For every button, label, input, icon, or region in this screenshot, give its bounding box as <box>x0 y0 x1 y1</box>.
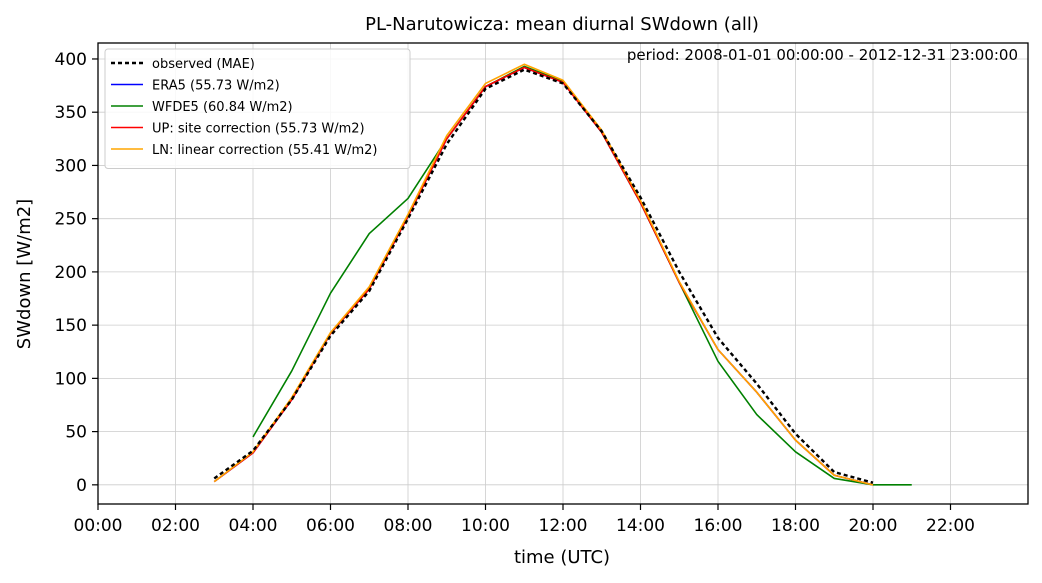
series-lines <box>213 63 912 486</box>
y-tick-label: 250 <box>55 210 87 230</box>
x-tick-label: 22:00 <box>926 516 975 536</box>
y-axis-label: SWdown [W/m2] <box>14 199 35 349</box>
axis-ticks: 00:00 02:00 04:00 06:00 08:00 10:00 12:00 14:00… <box>55 50 975 536</box>
x-tick-label: 14:00 <box>616 516 665 536</box>
x-axis-label: time (UTC) <box>514 547 610 568</box>
y-tick-label: 0 <box>76 476 87 496</box>
x-tick-label: 00:00 <box>74 516 123 536</box>
y-tick-label: 300 <box>55 156 87 176</box>
x-tick-label: 16:00 <box>694 516 743 536</box>
x-tick-label: 02:00 <box>151 516 200 536</box>
x-tick-label: 06:00 <box>306 516 355 536</box>
period-annotation: period: 2008-01-01 00:00:00 - 2012-12-31… <box>627 46 1018 64</box>
series-line-0 <box>213 68 874 484</box>
y-tick-label: 150 <box>55 316 87 336</box>
y-tick-label: 100 <box>55 369 87 389</box>
x-tick-label: 20:00 <box>849 516 898 536</box>
y-tick-label: 400 <box>55 50 87 70</box>
x-tick-label: 08:00 <box>384 516 433 536</box>
legend-entry-label: LN: linear correction (55.41 W/m2) <box>152 143 378 158</box>
legend-entry-label: observed (MAE) <box>152 57 255 72</box>
legend-entry-label: UP: site correction (55.73 W/m2) <box>152 122 365 137</box>
y-tick-label: 200 <box>55 263 87 283</box>
series-line-4 <box>213 63 874 486</box>
x-tick-label: 10:00 <box>461 516 510 536</box>
legend-entry-label: ERA5 (55.73 W/m2) <box>152 79 280 94</box>
legend-entry-label: WFDE5 (60.84 W/m2) <box>152 100 293 115</box>
y-tick-label: 350 <box>55 103 87 123</box>
x-tick-label: 04:00 <box>229 516 278 536</box>
chart-title: PL-Narutowicza: mean diurnal SWdown (all… <box>365 14 759 35</box>
x-tick-label: 18:00 <box>771 516 820 536</box>
x-tick-label: 12:00 <box>539 516 588 536</box>
legend-box <box>104 48 411 169</box>
y-tick-label: 50 <box>65 423 87 443</box>
legend: observed (MAE) ERA5 (55.73 W/m2) WFDE5 (60… <box>104 48 411 169</box>
